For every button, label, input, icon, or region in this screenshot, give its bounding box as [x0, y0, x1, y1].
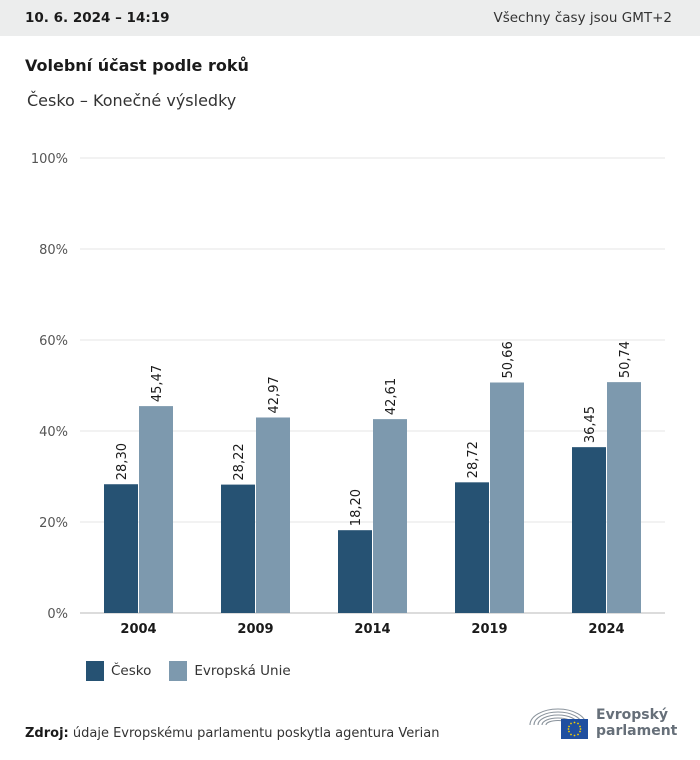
x-tick-label: 2009 — [237, 622, 273, 637]
source-text: údaje Evropskému parlamentu poskytla age… — [72, 726, 440, 741]
timestamp: 10. 6. 2024 – 14:19 — [25, 10, 170, 26]
chart-legend: Česko Evropská Unie — [86, 661, 291, 681]
data-label: 50,66 — [501, 341, 516, 378]
data-label: 28,22 — [232, 443, 247, 480]
source-label: Zdroj: — [25, 726, 69, 741]
data-label: 42,61 — [384, 378, 399, 415]
european-parliament-logo[interactable]: Evropský parlament — [528, 701, 680, 745]
x-tick-label: 2004 — [120, 622, 156, 637]
x-tick-label: 2014 — [354, 622, 390, 637]
data-label: 28,72 — [466, 441, 481, 478]
data-label: 42,97 — [267, 376, 282, 413]
bar-eu — [256, 417, 290, 613]
bar-eu — [490, 382, 524, 613]
chart-title: Volební účast podle roků — [25, 56, 249, 75]
timezone-note: Všechny časy jsou GMT+2 — [493, 10, 672, 26]
data-label: 28,30 — [115, 443, 130, 480]
y-tick-label: 60% — [39, 334, 68, 349]
logo-wordmark: Evropský parlament — [596, 707, 677, 739]
legend-label-eu: Evropská Unie — [194, 663, 291, 679]
data-label: 50,74 — [618, 341, 633, 378]
y-tick-label: 100% — [31, 152, 68, 167]
legend-swatch-cesko — [86, 661, 104, 681]
y-tick-label: 80% — [39, 243, 68, 258]
logo-line-2: parlament — [596, 723, 678, 739]
bar-eu — [139, 406, 173, 613]
bar-eu — [607, 382, 641, 613]
data-label: 45,47 — [150, 365, 165, 402]
bar-cesko — [221, 484, 255, 613]
data-label: 36,45 — [583, 406, 598, 443]
x-tick-label: 2024 — [588, 622, 624, 637]
y-tick-label: 20% — [39, 516, 68, 531]
y-tick-label: 40% — [39, 425, 68, 440]
legend-label-cesko: Česko — [111, 663, 152, 679]
header-bar: 10. 6. 2024 – 14:19 Všechny časy jsou GM… — [0, 0, 700, 36]
logo-line-1: Evropský — [596, 707, 669, 723]
data-label: 18,20 — [349, 489, 364, 526]
turnout-bar-chart: 0% 20% 40% 60% 80% 100% 28,30 45,47 2004 28,22 42,… — [31, 152, 665, 637]
bar-eu — [373, 419, 407, 613]
bar-cesko — [572, 447, 606, 613]
bar-cesko — [338, 530, 372, 613]
y-tick-label: 0% — [47, 607, 68, 622]
bar-cesko — [104, 484, 138, 613]
chart-subtitle: Česko – Konečné výsledky — [27, 91, 237, 110]
bar-cesko — [455, 482, 489, 613]
european-parliament-logo-icon — [529, 708, 588, 739]
legend-item-eu[interactable]: Evropská Unie — [169, 661, 291, 681]
x-tick-label: 2019 — [471, 622, 507, 637]
legend-item-cesko[interactable]: Česko — [86, 661, 151, 681]
source-note: Zdroj: údaje Evropskému parlamentu posky… — [25, 726, 439, 741]
legend-swatch-eu — [169, 661, 188, 681]
